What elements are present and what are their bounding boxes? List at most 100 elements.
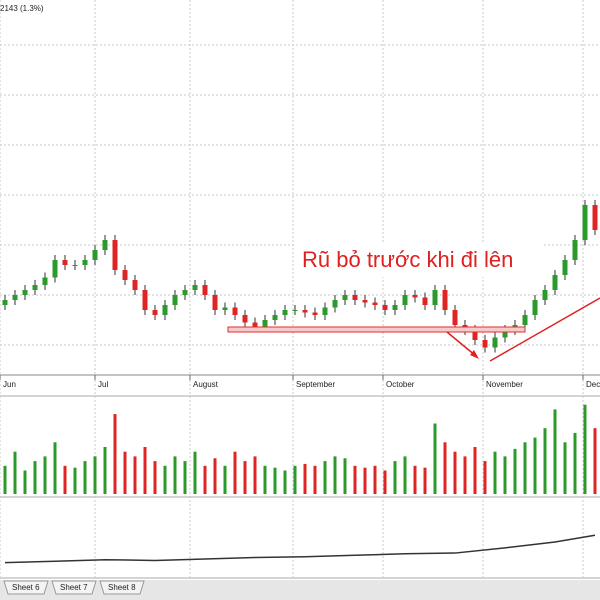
candle-body xyxy=(82,260,88,265)
tab-label: Sheet 8 xyxy=(108,583,136,592)
tab xyxy=(3,580,49,595)
quote-text: 2143 (1.3%) xyxy=(0,4,44,13)
volume-bar xyxy=(483,461,487,494)
candle-body xyxy=(142,290,148,310)
candle-body xyxy=(572,240,578,260)
candle-body xyxy=(342,295,348,300)
volume-bar xyxy=(143,447,147,494)
candle-body xyxy=(472,330,478,340)
candle-body xyxy=(22,290,28,295)
volume-bar xyxy=(303,463,307,494)
volume-bar xyxy=(233,451,237,494)
candle-body xyxy=(2,300,8,305)
candle-body xyxy=(52,260,58,278)
annotation-box xyxy=(296,243,544,277)
candle-body xyxy=(382,305,388,310)
candle-body xyxy=(92,250,98,260)
tab-label: Sheet 7 xyxy=(60,583,88,592)
candle-body xyxy=(372,302,378,305)
volume-bar xyxy=(13,451,17,494)
candle-body xyxy=(12,295,18,300)
candle-body xyxy=(332,300,338,308)
candle-body xyxy=(522,315,528,325)
volume-bar xyxy=(343,458,347,494)
volume-bar xyxy=(583,404,587,494)
candle-body xyxy=(582,205,588,240)
volume-bar xyxy=(133,456,137,494)
tab-bar xyxy=(0,580,600,600)
candle-body xyxy=(592,205,598,230)
candle-body xyxy=(552,275,558,290)
candle-body xyxy=(542,290,548,300)
volume-bar xyxy=(103,447,107,494)
volume-bar xyxy=(173,456,177,494)
volume-bar xyxy=(53,442,57,494)
candle-body xyxy=(182,290,188,295)
tab xyxy=(51,580,97,595)
volume-bar xyxy=(63,465,67,494)
x-tick-label: November xyxy=(486,380,523,389)
volume-bar xyxy=(43,456,47,494)
volume-bar xyxy=(503,456,507,494)
volume-bar xyxy=(163,465,167,494)
volume-bar xyxy=(523,442,527,494)
volume-bar xyxy=(473,447,477,494)
candle-body xyxy=(502,330,508,338)
volume-bar xyxy=(443,442,447,494)
arrow-head xyxy=(470,350,479,359)
arrow-down xyxy=(446,331,477,357)
candle-body xyxy=(412,295,418,298)
support-zone xyxy=(227,326,526,333)
volume-bar xyxy=(93,456,97,494)
candle-body xyxy=(292,310,298,311)
candle-body xyxy=(562,260,568,275)
candle-body xyxy=(442,290,448,310)
volume-bar xyxy=(113,414,117,494)
candle-body xyxy=(272,315,278,320)
candle-body xyxy=(482,340,488,348)
volume-bar xyxy=(323,461,327,494)
candle-body xyxy=(162,305,168,315)
x-tick-label: Jun xyxy=(3,380,16,389)
volume-bar xyxy=(23,470,27,494)
volume-bar xyxy=(293,465,297,494)
volume-bar xyxy=(423,467,427,494)
tab-label: Sheet 6 xyxy=(12,583,40,592)
volume-bar xyxy=(553,409,557,494)
candle-body xyxy=(122,270,128,280)
trend-line xyxy=(489,297,600,362)
candle-body xyxy=(282,310,288,315)
candle-body xyxy=(322,307,328,315)
x-tick-label: October xyxy=(386,380,415,389)
candle-body xyxy=(32,285,38,290)
candle-body xyxy=(242,315,248,323)
volume-bar xyxy=(373,465,377,494)
volume-bar xyxy=(223,465,227,494)
volume-bar xyxy=(413,465,417,494)
volume-bar xyxy=(283,470,287,494)
volume-bar xyxy=(183,461,187,494)
volume-bar xyxy=(453,451,457,494)
candle-body xyxy=(452,310,458,325)
volume-bar xyxy=(33,461,37,494)
candle-body xyxy=(172,295,178,305)
candle-body xyxy=(192,285,198,290)
candle-body xyxy=(72,265,78,266)
volume-bar xyxy=(593,428,597,494)
candle-body xyxy=(432,290,438,305)
candle-body xyxy=(42,277,48,285)
candle-body xyxy=(112,240,118,270)
volume-bar xyxy=(273,467,277,494)
candle-body xyxy=(302,310,308,313)
candle-body xyxy=(152,310,158,315)
candle-body xyxy=(102,240,108,250)
candle-body xyxy=(352,295,358,300)
x-tick-label: Jul xyxy=(98,380,108,389)
volume-bar xyxy=(193,451,197,494)
volume-bar xyxy=(73,467,77,494)
volume-bar xyxy=(243,461,247,494)
x-tick-label: August xyxy=(193,380,219,389)
volume-bar xyxy=(203,465,207,494)
volume-bar xyxy=(403,456,407,494)
candle-body xyxy=(222,307,228,310)
